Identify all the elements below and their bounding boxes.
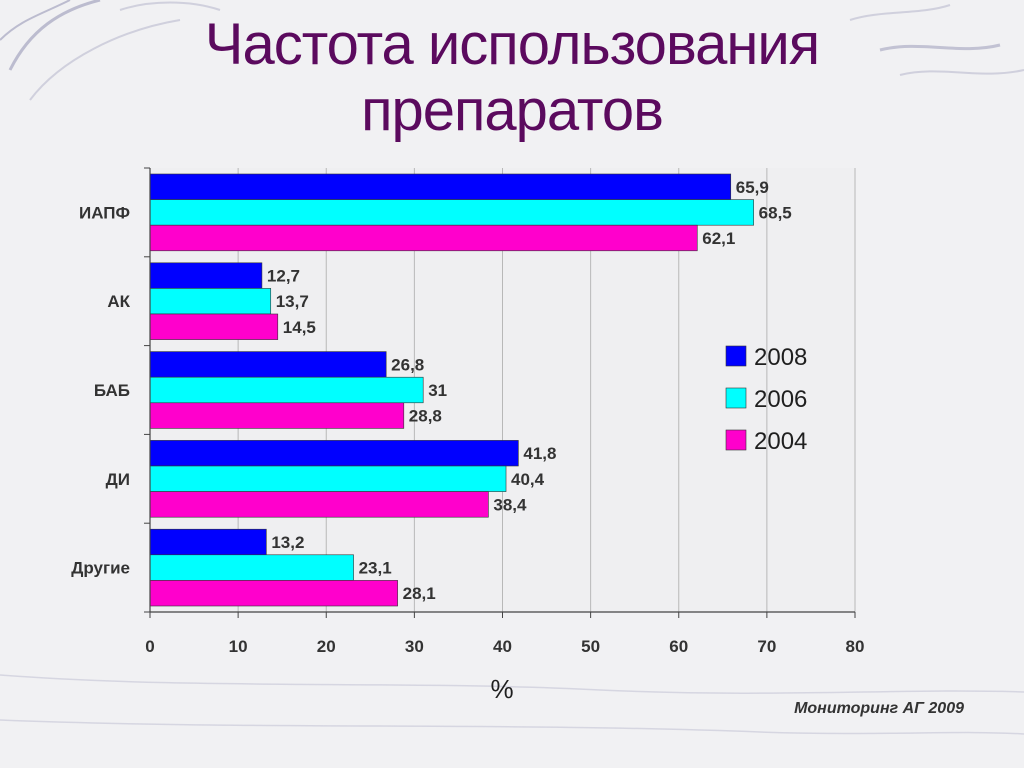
y-category-labels: ИАПФ АК БАБ ДИ Другие <box>71 167 150 613</box>
category-label: Другие <box>71 559 130 578</box>
bar-value-label: 65,9 <box>736 178 769 197</box>
bar-value-label: 68,5 <box>759 203 792 222</box>
bar-2008 <box>149 262 263 289</box>
x-tick-label: 80 <box>846 637 865 656</box>
bar-value-label: 62,1 <box>702 229 735 248</box>
bar-2008 <box>149 173 732 200</box>
slide-title-line1: Частота использования <box>204 12 820 77</box>
category-label: ДИ <box>106 470 130 489</box>
x-tick-label: 60 <box>669 637 688 656</box>
source-note: Мониторинг АГ 2009 <box>794 700 964 717</box>
legend: 2008 2006 2004 <box>725 344 807 455</box>
x-axis-label: % <box>490 674 513 704</box>
data-labels: 65,9 68,5 62,1 12,7 13,7 14,5 26,831 28,8 41,8 40… <box>267 178 792 603</box>
bar-value-label: 40,4 <box>511 470 545 489</box>
bar-value-label: 12,7 <box>267 267 300 286</box>
x-tick-label: 20 <box>317 637 336 656</box>
bar-value-label: 31 <box>428 381 447 400</box>
bar-2008 <box>149 351 387 378</box>
bar-2004 <box>149 224 698 252</box>
bar-value-label: 13,7 <box>276 292 309 311</box>
bar-2004 <box>149 491 489 518</box>
bar-2008 <box>149 440 519 467</box>
x-tick-labels: 0 10 20 30 40 50 60 70 80 <box>145 637 864 656</box>
bar-2004 <box>149 313 279 340</box>
legend-swatch-2004 <box>725 429 747 451</box>
bar-value-label: 14,5 <box>283 318 316 337</box>
bar-value-label: 41,8 <box>523 444 556 463</box>
bar-2006 <box>149 554 354 581</box>
bar-2006 <box>149 288 272 315</box>
bar-2004 <box>149 402 405 429</box>
legend-label: 2004 <box>754 428 807 455</box>
bar-2008 <box>149 528 267 556</box>
slide-title: Частота использования препаратов <box>0 12 1024 144</box>
legend-label: 2006 <box>754 386 807 413</box>
bar-value-label: 23,1 <box>359 559 392 578</box>
legend-swatch-2006 <box>725 387 747 409</box>
bar-value-label: 13,2 <box>271 533 304 552</box>
category-label: АК <box>107 292 130 311</box>
x-tick-label: 50 <box>581 637 600 656</box>
x-tick-label: 40 <box>493 637 512 656</box>
bar-value-label: 28,1 <box>403 584 436 603</box>
slide-title-line2: препаратов <box>361 78 664 143</box>
bars <box>149 173 754 607</box>
bar-value-label: 26,8 <box>391 355 424 374</box>
category-label: ИАПФ <box>79 203 130 222</box>
bar-2006 <box>149 465 507 492</box>
legend-label: 2008 <box>754 344 807 371</box>
x-tick-label: 30 <box>405 637 424 656</box>
category-label: БАБ <box>94 381 130 400</box>
x-tick-label: 70 <box>757 637 776 656</box>
bar-value-label: 38,4 <box>493 495 527 514</box>
axes <box>149 168 855 613</box>
bar-2006 <box>149 376 424 404</box>
legend-swatch-2008 <box>725 345 747 367</box>
bar-value-label: 28,8 <box>409 407 442 426</box>
bar-2006 <box>149 199 754 226</box>
x-tick-label: 10 <box>229 637 248 656</box>
x-tick-label: 0 <box>145 637 154 656</box>
bar-2004 <box>149 580 398 607</box>
